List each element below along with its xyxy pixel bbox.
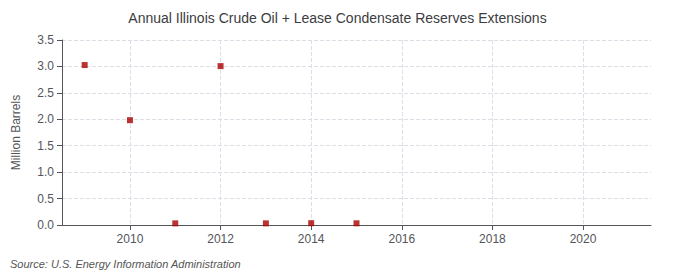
- svg-text:2016: 2016: [388, 232, 415, 246]
- svg-text:2.0: 2.0: [37, 112, 54, 126]
- svg-text:1.5: 1.5: [37, 139, 54, 153]
- svg-text:2020: 2020: [570, 232, 597, 246]
- svg-text:2018: 2018: [479, 232, 506, 246]
- svg-text:2.5: 2.5: [37, 86, 54, 100]
- svg-text:3.5: 3.5: [37, 33, 54, 47]
- svg-text:3.0: 3.0: [37, 59, 54, 73]
- svg-text:Annual Illinois Crude Oil + Le: Annual Illinois Crude Oil + Lease Conden…: [128, 10, 546, 26]
- svg-text:2014: 2014: [298, 232, 325, 246]
- svg-text:1.0: 1.0: [37, 165, 54, 179]
- svg-text:2010: 2010: [117, 232, 144, 246]
- svg-text:Source: U.S. Energy Informatio: Source: U.S. Energy Information Administ…: [10, 258, 241, 270]
- svg-text:2012: 2012: [207, 232, 234, 246]
- svg-text:0.5: 0.5: [37, 192, 54, 206]
- svg-text:0.0: 0.0: [37, 218, 54, 232]
- svg-text:Million Barrels: Million Barrels: [9, 95, 23, 170]
